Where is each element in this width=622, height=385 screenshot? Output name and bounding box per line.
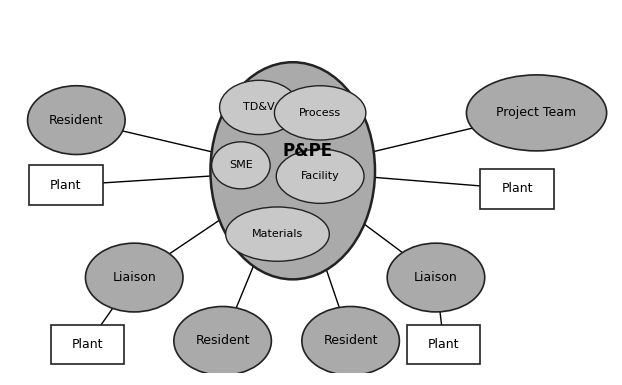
FancyBboxPatch shape (51, 325, 124, 364)
Ellipse shape (276, 149, 364, 203)
Text: Plant: Plant (501, 182, 533, 195)
Text: Process: Process (299, 108, 341, 118)
Ellipse shape (27, 86, 125, 154)
Text: TD&V: TD&V (243, 102, 275, 112)
Text: P&PE: P&PE (283, 142, 333, 160)
Text: Plant: Plant (72, 338, 103, 351)
Text: Materials: Materials (252, 229, 303, 239)
Text: Plant: Plant (428, 338, 460, 351)
Text: Liaison: Liaison (414, 271, 458, 284)
Text: Facility: Facility (301, 171, 340, 181)
Ellipse shape (220, 80, 299, 135)
Ellipse shape (387, 243, 485, 312)
Ellipse shape (211, 142, 270, 189)
Text: Liaison: Liaison (113, 271, 156, 284)
FancyBboxPatch shape (407, 325, 480, 364)
Text: Plant: Plant (50, 179, 81, 192)
Ellipse shape (226, 207, 329, 261)
Ellipse shape (466, 75, 606, 151)
Ellipse shape (85, 243, 183, 312)
Ellipse shape (210, 62, 375, 280)
Text: Resident: Resident (49, 114, 104, 127)
Ellipse shape (274, 86, 366, 140)
Text: Project Team: Project Team (496, 106, 577, 119)
Ellipse shape (302, 306, 399, 375)
Text: Resident: Resident (195, 335, 250, 347)
Ellipse shape (174, 306, 271, 375)
FancyBboxPatch shape (29, 166, 103, 205)
Text: SME: SME (229, 161, 253, 170)
FancyBboxPatch shape (480, 169, 554, 209)
Text: Resident: Resident (323, 335, 378, 347)
